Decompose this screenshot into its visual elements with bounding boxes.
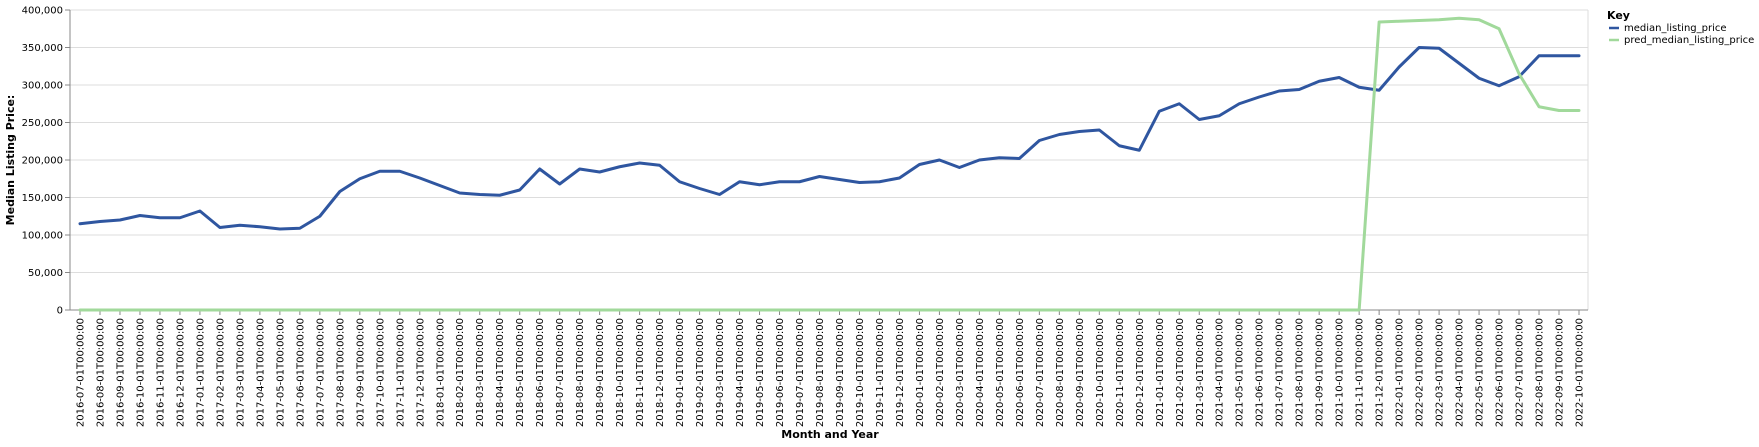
x-tick-label: 2019-05-01T00:00:00 (755, 318, 766, 427)
x-tick-label: 2016-11-01T00:00:00 (155, 318, 166, 427)
x-tick-label: 2018-07-01T00:00:00 (555, 318, 566, 427)
x-tick-label: 2018-03-01T00:00:00 (475, 318, 486, 427)
x-tick-label: 2018-02-01T00:00:00 (455, 318, 466, 427)
x-tick-label: 2019-03-01T00:00:00 (715, 318, 726, 427)
x-tick-label: 2021-02-01T00:00:00 (1175, 318, 1186, 427)
y-tick-label: 200,000 (22, 156, 63, 167)
x-tick-label: 2020-01-01T00:00:00 (915, 318, 926, 427)
x-tick-label: 2017-06-01T00:00:00 (295, 318, 306, 427)
x-tick-label: 2018-01-01T00:00:00 (435, 318, 446, 427)
y-tick-label: 350,000 (22, 43, 63, 54)
x-tick-label: 2017-12-01T00:00:00 (415, 318, 426, 427)
grid-lines (70, 9, 1589, 311)
x-tick-label: 2019-08-01T00:00:00 (815, 318, 826, 427)
y-tick-label: 150,000 (22, 193, 63, 204)
x-tick-label: 2021-06-01T00:00:00 (1255, 318, 1266, 427)
x-tick-label: 2021-05-01T00:00:00 (1235, 318, 1246, 427)
x-tick-label: 2019-12-01T00:00:00 (895, 318, 906, 427)
x-tick-label: 2021-08-01T00:00:00 (1295, 318, 1306, 427)
x-tick-label: 2019-02-01T00:00:00 (695, 318, 706, 427)
x-tick-label: 2017-05-01T00:00:00 (275, 318, 286, 427)
x-tick-label: 2021-09-01T00:00:00 (1315, 318, 1326, 427)
x-tick-label: 2022-03-01T00:00:00 (1435, 318, 1446, 427)
x-tick-label: 2017-03-01T00:00:00 (235, 318, 246, 427)
x-tick-label: 2022-08-01T00:00:00 (1535, 318, 1546, 427)
x-tick-label: 2018-11-01T00:00:00 (635, 318, 646, 427)
legend-label: median_listing_price (1624, 23, 1727, 34)
x-tick-label: 2022-02-01T00:00:00 (1415, 318, 1426, 427)
x-tick-label: 2018-04-01T00:00:00 (495, 318, 506, 427)
x-tick-label: 2022-05-01T00:00:00 (1475, 318, 1486, 427)
x-tick-label: 2016-07-01T00:00:00 (76, 318, 87, 427)
x-tick-label: 2016-12-01T00:00:00 (175, 318, 186, 427)
y-axis: 0 50,000 100,000 150,000 200,000 250,000 300,0… (22, 6, 71, 317)
x-tick-label: 2022-01-01T00:00:00 (1395, 318, 1406, 427)
x-tick-label: 2020-10-01T00:00:00 (1095, 318, 1106, 427)
x-tick-label: 2017-08-01T00:00:00 (335, 318, 346, 427)
x-tick-label: 2022-07-01T00:00:00 (1515, 318, 1526, 427)
x-tick-label: 2020-07-01T00:00:00 (1035, 318, 1046, 427)
x-axis-title: Month and Year (781, 428, 879, 441)
x-tick-label: 2018-05-01T00:00:00 (515, 318, 526, 427)
x-tick-label: 2018-08-01T00:00:00 (575, 318, 586, 427)
x-tick-label: 2022-09-01T00:00:00 (1555, 318, 1566, 427)
series-lines (78, 16, 1581, 312)
y-tick-label: 250,000 (22, 118, 63, 129)
x-tick-label: 2018-12-01T00:00:00 (655, 318, 666, 427)
x-tick-label: 2021-11-01T00:00:00 (1355, 318, 1366, 427)
x-tick-label: 2018-06-01T00:00:00 (535, 318, 546, 427)
x-tick-label: 2017-01-01T00:00:00 (195, 318, 206, 427)
x-tick-label: 2022-06-01T00:00:00 (1495, 318, 1506, 427)
x-axis: 2016-07-01T00:00:00 2016-08-01T00:00:00 20… (70, 309, 1588, 427)
x-tick-label: 2020-08-01T00:00:00 (1055, 318, 1066, 427)
x-tick-label: 2019-07-01T00:00:00 (795, 318, 806, 427)
x-tick-label: 2016-10-01T00:00:00 (135, 318, 146, 427)
x-tick-label: 2017-10-01T00:00:00 (375, 318, 386, 427)
x-tick-label: 2019-01-01T00:00:00 (675, 318, 686, 427)
x-tick-label: 2017-11-01T00:00:00 (395, 318, 406, 427)
y-tick-label: 400,000 (22, 6, 63, 17)
x-tick-label: 2021-01-01T00:00:00 (1155, 318, 1166, 427)
x-tick-label: 2020-05-01T00:00:00 (995, 318, 1006, 427)
x-tick-label: 2018-09-01T00:00:00 (595, 318, 606, 427)
x-tick-label: 2019-11-01T00:00:00 (875, 318, 886, 427)
x-tick-label: 2019-06-01T00:00:00 (775, 318, 786, 427)
x-tick-label: 2020-02-01T00:00:00 (935, 318, 946, 427)
x-tick-label: 2017-09-01T00:00:00 (355, 318, 366, 427)
x-tick-label: 2021-03-01T00:00:00 (1195, 318, 1206, 427)
x-tick-label: 2020-03-01T00:00:00 (955, 318, 966, 427)
legend-label: pred_median_listing_price (1624, 35, 1754, 46)
legend: Key median_listing_pricepred_median_list… (1607, 9, 1754, 46)
x-tick-label: 2020-04-01T00:00:00 (975, 318, 986, 427)
x-tick-label: 2018-10-01T00:00:00 (615, 318, 626, 427)
x-tick-label: 2019-10-01T00:00:00 (855, 318, 866, 427)
y-tick-label: 0 (57, 306, 63, 317)
x-tick-label: 2020-09-01T00:00:00 (1075, 318, 1086, 427)
x-tick-label: 2021-12-01T00:00:00 (1375, 318, 1386, 427)
x-tick-label: 2017-02-01T00:00:00 (215, 318, 226, 427)
x-tick-label: 2019-04-01T00:00:00 (735, 318, 746, 427)
x-tick-label: 2022-04-01T00:00:00 (1455, 318, 1466, 427)
x-tick-label: 2022-10-01T00:00:00 (1575, 318, 1586, 427)
y-tick-label: 100,000 (22, 231, 63, 242)
x-tick-label: 2017-04-01T00:00:00 (255, 318, 266, 427)
y-tick-label: 300,000 (22, 81, 63, 92)
x-tick-label: 2016-08-01T00:00:00 (95, 318, 106, 427)
x-tick-label: 2019-09-01T00:00:00 (835, 318, 846, 427)
x-tick-label: 2021-07-01T00:00:00 (1275, 318, 1286, 427)
x-tick-label: 2021-04-01T00:00:00 (1215, 318, 1226, 427)
y-tick-label: 50,000 (28, 268, 63, 279)
x-tick-label: 2020-11-01T00:00:00 (1115, 318, 1126, 427)
x-tick-label: 2017-07-01T00:00:00 (315, 318, 326, 427)
series-line-median_listing_price (78, 46, 1581, 231)
y-axis-title: Median Listing Price: (4, 95, 17, 226)
x-tick-label: 2020-06-01T00:00:00 (1015, 318, 1026, 427)
legend-title: Key (1607, 9, 1630, 22)
series-line-pred_median_listing_price (78, 16, 1581, 312)
x-tick-label: 2020-12-01T00:00:00 (1135, 318, 1146, 427)
x-tick-label: 2016-09-01T00:00:00 (115, 318, 126, 427)
x-tick-label: 2021-10-01T00:00:00 (1335, 318, 1346, 427)
